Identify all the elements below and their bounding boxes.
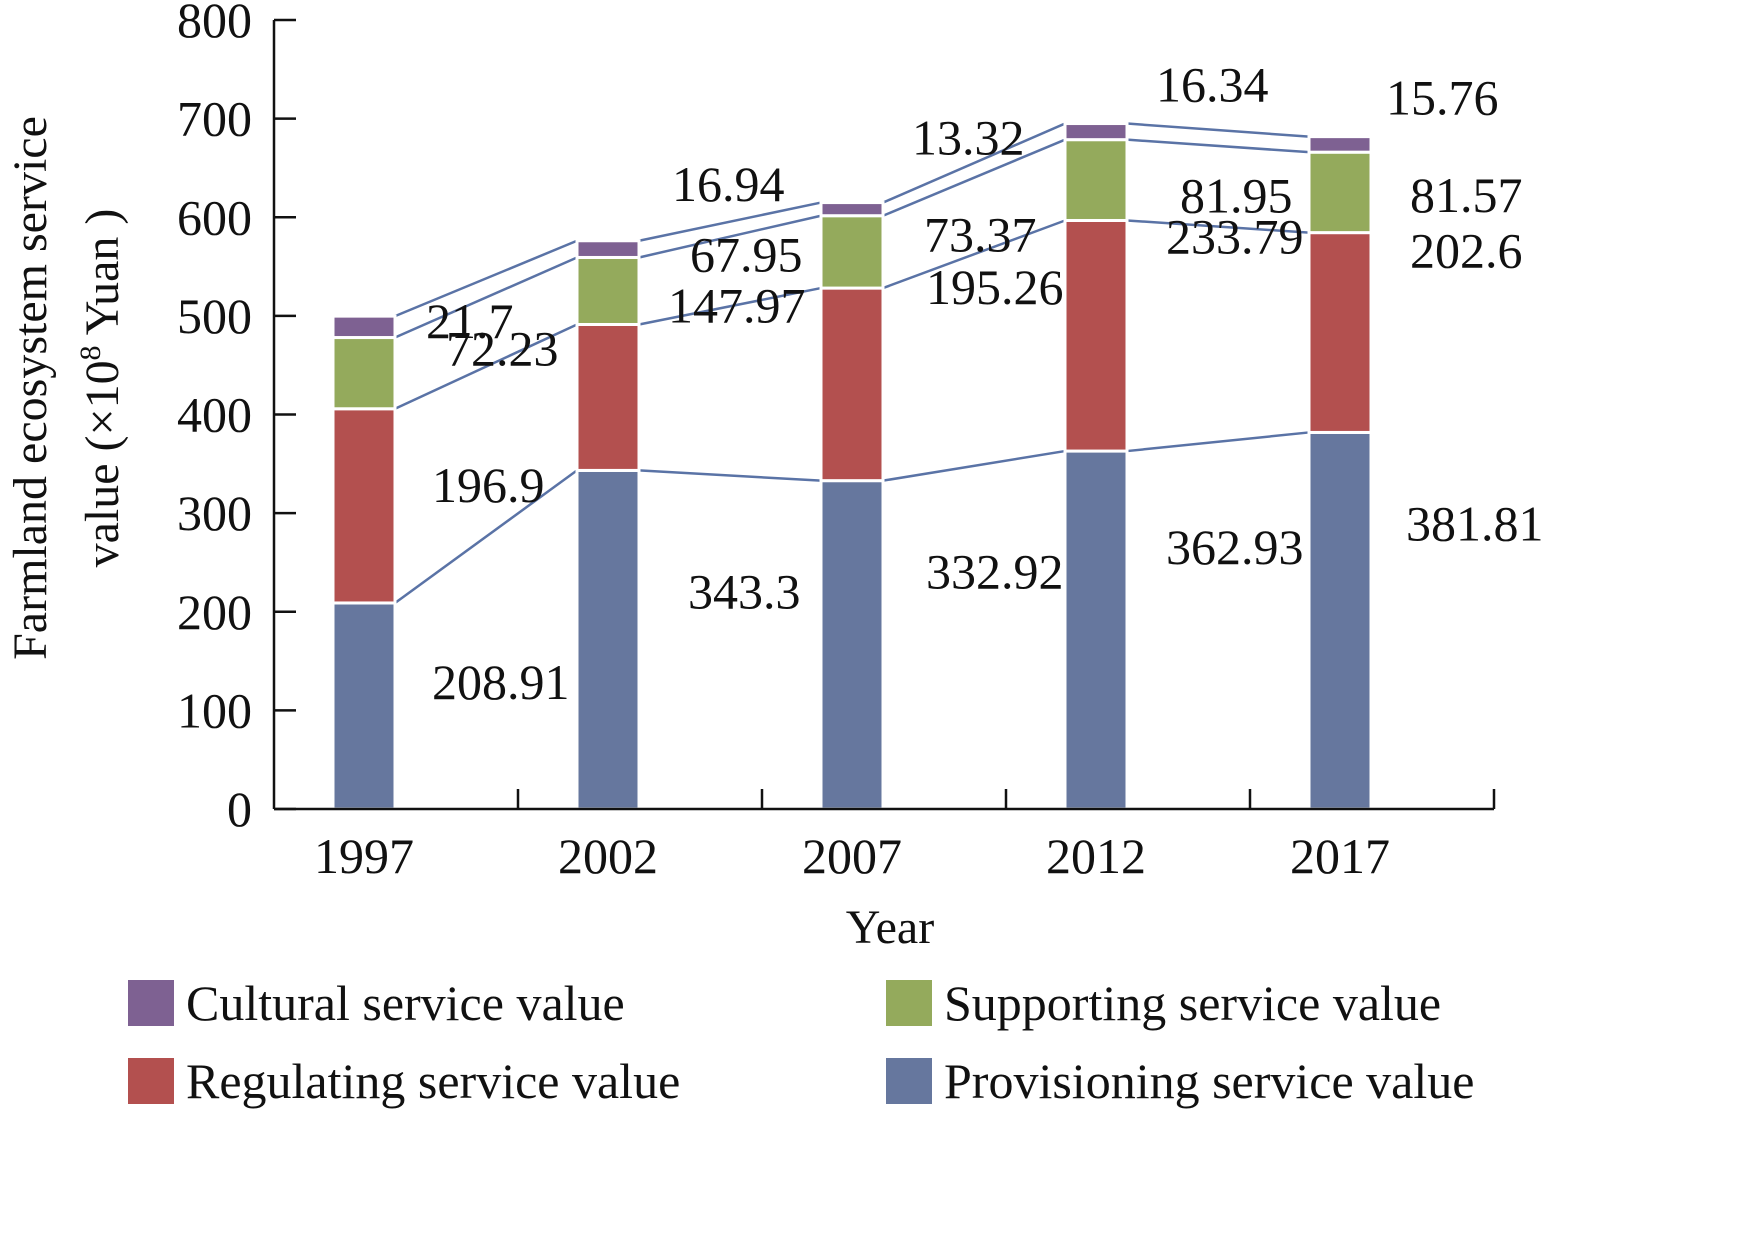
bar-segment	[1063, 218, 1129, 453]
data-label: 202.6	[1410, 223, 1523, 279]
data-label: 233.79	[1166, 208, 1304, 264]
bar-segment	[819, 214, 885, 290]
data-label: 208.91	[432, 654, 570, 710]
y-tick-label: 300	[177, 485, 252, 541]
bar-segment	[819, 479, 885, 811]
data-label: 381.81	[1406, 495, 1544, 551]
legend-swatch	[128, 980, 174, 1026]
data-label: 343.3	[688, 563, 801, 619]
bar-segment	[819, 201, 885, 218]
data-label: 67.95	[690, 226, 803, 282]
y-axis-title-line1: Farmland ecosystem service	[4, 116, 57, 660]
connector-line	[1126, 122, 1310, 138]
bar-segment	[1307, 231, 1373, 434]
bar-segment	[331, 336, 397, 411]
connector-line	[394, 239, 578, 318]
bar-segment	[1063, 122, 1129, 142]
y-axis-title: Farmland ecosystem service value (×108 Y…	[4, 116, 129, 660]
y-axis-title-superscript: 8	[74, 345, 107, 360]
x-tick-label: 2017	[1290, 828, 1390, 884]
connector-line	[882, 122, 1066, 204]
y-axis-title-prefix: value (×10	[76, 360, 129, 567]
data-label: 147.97	[668, 277, 806, 333]
y-tick-label: 400	[177, 387, 252, 443]
bar-segment	[1063, 138, 1129, 222]
legend: Cultural service value Supporting service…	[128, 975, 1474, 1109]
data-label: 362.93	[1166, 519, 1304, 575]
legend-label: Provisioning service value	[944, 1053, 1474, 1109]
y-tick-label: 200	[177, 584, 252, 640]
connector-line	[1126, 431, 1310, 453]
y-axis-title-line2: value (×108 Yuan )	[74, 209, 129, 568]
x-tick-label: 1997	[314, 828, 414, 884]
legend-label: Cultural service value	[186, 975, 625, 1031]
y-tick-label: 100	[177, 682, 252, 738]
data-label: 15.76	[1386, 70, 1499, 126]
bars	[331, 122, 1373, 811]
bar-segment	[575, 322, 641, 472]
bar-segment	[331, 407, 397, 605]
bar-segment	[1307, 135, 1373, 154]
connector-line	[882, 138, 1066, 217]
connector-line	[882, 449, 1066, 482]
connector-line	[394, 469, 578, 604]
x-tick-label: 2012	[1046, 828, 1146, 884]
bar-segment	[575, 239, 641, 259]
data-label: 21.7	[426, 293, 514, 349]
data-label: 16.34	[1156, 57, 1269, 113]
connector-line	[638, 201, 822, 242]
y-tick-label: 0	[227, 781, 252, 837]
connector-line	[638, 286, 822, 326]
x-ticks: 1997 2002 2007 2012 2017	[314, 789, 1496, 884]
data-label: 16.94	[672, 156, 785, 212]
legend-label: Regulating service value	[186, 1053, 680, 1109]
legend-swatch	[128, 1058, 174, 1104]
bar-segment	[575, 468, 641, 811]
data-label: 13.32	[912, 110, 1025, 166]
x-axis-title: Year	[846, 901, 934, 954]
data-label: 196.9	[432, 457, 545, 513]
data-label: 81.57	[1410, 167, 1523, 223]
data-label: 72.23	[446, 321, 559, 377]
y-tick-label: 600	[177, 189, 252, 245]
y-tick-label: 700	[177, 91, 252, 147]
bar-segment	[1307, 150, 1373, 235]
bar-segment	[1063, 449, 1129, 811]
bar-segment	[1307, 430, 1373, 811]
legend-swatch	[886, 980, 932, 1026]
connector-line	[638, 214, 822, 259]
data-label: 195.26	[926, 259, 1064, 315]
connector-line	[1126, 138, 1310, 154]
y-tick-label: 500	[177, 288, 252, 344]
axes: 0 100 200 300 400 500 600 700 800 1997 2002 2007 20…	[177, 0, 1496, 884]
data-label: 73.37	[924, 207, 1037, 263]
y-tick-label: 800	[177, 0, 252, 48]
y-axis-title-suffix: Yuan )	[76, 209, 129, 346]
connector-line	[394, 256, 578, 339]
bar-segment	[819, 286, 885, 483]
bar-segment	[331, 314, 397, 340]
connector-line	[394, 323, 578, 410]
connector-lines	[394, 122, 1310, 604]
y-ticks: 0 100 200 300 400 500 600 700 800	[177, 0, 296, 837]
data-label: 81.95	[1180, 168, 1293, 224]
x-tick-label: 2007	[802, 828, 902, 884]
connector-line	[638, 469, 822, 482]
bar-segment	[331, 601, 397, 811]
legend-swatch	[886, 1058, 932, 1104]
connector-line	[1126, 219, 1310, 234]
legend-label: Supporting service value	[944, 975, 1441, 1031]
connector-line	[882, 219, 1066, 290]
bar-segment	[575, 255, 641, 326]
data-label: 332.92	[926, 544, 1064, 600]
x-tick-label: 2002	[558, 828, 658, 884]
